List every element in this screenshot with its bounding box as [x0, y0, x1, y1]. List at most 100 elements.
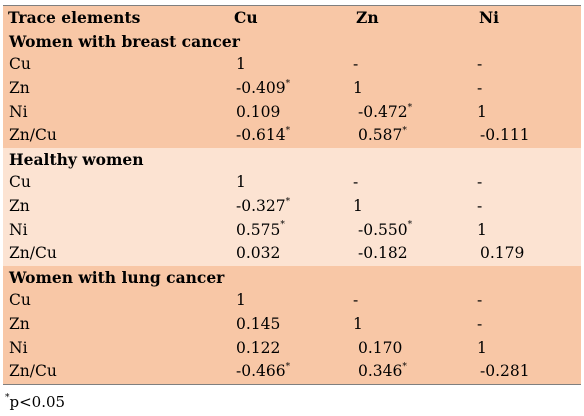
significance-mark: *: [285, 126, 291, 137]
cell-v1: 1: [230, 289, 350, 313]
cell-v1: 0.122: [230, 336, 350, 360]
table-header-row: Trace elements Cu Zn Ni: [3, 5, 581, 30]
row-label: Zn: [3, 194, 230, 219]
significance-mark: *: [407, 102, 413, 113]
cell-value: -0.550: [358, 220, 408, 239]
significance-mark: *: [407, 220, 413, 231]
table-body: Women with breast cancer Cu 1- - Zn -0.409* 1-…: [3, 29, 581, 384]
cell-v3: -: [473, 312, 581, 337]
cell-value: 1: [353, 315, 363, 334]
footnote: *p<0.05: [5, 392, 65, 412]
row-label: Cu: [3, 53, 230, 77]
footnote-text: p<0.05: [9, 393, 66, 411]
row-label: Zn: [3, 312, 230, 337]
cell-v1: -0.466*: [230, 359, 350, 384]
cell-v2: 1: [350, 312, 473, 337]
cell-v1: 0.032: [230, 241, 350, 266]
cell-value: -0.409: [236, 79, 286, 98]
table-row: Ni 0.575* -0.550* 1: [3, 218, 581, 242]
cell-v2: 1: [350, 194, 473, 219]
cell-v3: -: [473, 171, 581, 195]
cell-v3: 1: [473, 218, 581, 242]
cell-value: 1: [236, 291, 246, 310]
header-trace-elements: Trace elements: [3, 5, 230, 30]
cell-value: 0.587: [358, 126, 403, 145]
cell-value: 0.346: [358, 362, 403, 381]
table-row: Zn/Cu -0.466* 0.346* -0.281: [3, 359, 581, 384]
cell-value: -0.111: [480, 126, 530, 145]
row-label: Cu: [3, 289, 230, 313]
cell-v3: -: [473, 194, 581, 219]
cell-value: -: [477, 197, 483, 216]
cell-value: 1: [477, 220, 487, 239]
cell-v1: 1: [230, 171, 350, 195]
table-row: Cu 1 - -: [3, 289, 581, 313]
row-label: Ni: [3, 218, 230, 242]
cell-value: -0.281: [480, 362, 530, 381]
cell-value: 0.032: [236, 244, 281, 263]
group-header-row: Healthy women: [3, 147, 581, 172]
significance-mark: *: [402, 126, 407, 137]
header-ni: Ni: [473, 5, 581, 30]
cell-v2: -: [350, 53, 473, 77]
cell-value: -: [477, 79, 483, 98]
row-label: Zn/Cu: [3, 359, 230, 384]
cell-value: -: [477, 173, 483, 192]
cell-value: 1: [477, 102, 487, 121]
cell-v2: 0.346*: [350, 359, 473, 384]
cell-v2: 0.170: [350, 336, 473, 360]
cell-value: -0.182: [358, 244, 408, 263]
row-label: Zn/Cu: [3, 123, 230, 148]
cell-value: -0.466: [236, 362, 286, 381]
cell-v1: -0.614*: [230, 123, 350, 148]
cell-v1: -0.409*: [230, 76, 350, 101]
group-header-row: Women with breast cancer: [3, 29, 581, 54]
row-label: Ni: [3, 336, 230, 360]
cell-value: 0.179: [480, 244, 525, 263]
cell-v3: 1: [473, 336, 581, 360]
table-row: Cu 1 - -: [3, 53, 581, 77]
group-header-row: Women with lung cancer: [3, 265, 581, 290]
significance-mark: *: [285, 362, 291, 373]
cell-value: 0.575: [236, 220, 281, 239]
cell-v1: 0.575*: [230, 218, 350, 242]
cell-value: -: [353, 55, 359, 74]
cell-v3: -0.281: [473, 359, 581, 384]
header-cu: Cu: [230, 5, 350, 30]
cell-value: 1: [353, 79, 363, 98]
row-label: Cu: [3, 171, 230, 195]
cell-v3: -: [473, 53, 581, 77]
cell-value: 1: [236, 173, 246, 192]
cell-value: -: [353, 291, 359, 310]
cell-v3: 1: [473, 100, 581, 124]
row-label: Zn/Cu: [3, 241, 230, 266]
group-title: Healthy women: [3, 147, 581, 172]
group-title: Women with lung cancer: [3, 265, 581, 290]
cell-value: -0.327: [236, 197, 286, 216]
table-row: Zn/Cu -0.614* 0.587* -0.111: [3, 123, 581, 148]
table-row: Ni 0.122 0.170 1: [3, 336, 581, 360]
significance-mark: *: [285, 196, 291, 207]
cell-value: 0.170: [358, 338, 403, 357]
cell-v2: -: [350, 171, 473, 195]
cell-v1: 0.109: [230, 100, 350, 124]
significance-mark: *: [285, 78, 291, 89]
cell-value: 1: [477, 338, 487, 357]
cell-v3: -: [473, 289, 581, 313]
cell-v2: 0.587*: [350, 123, 473, 148]
cell-value: 1: [236, 55, 246, 74]
cell-v2: -0.472*: [350, 100, 473, 124]
cell-v3: 0.179: [473, 241, 581, 266]
cell-v2: -0.550*: [350, 218, 473, 242]
table-row: Ni 0.109 -0.472* 1: [3, 100, 581, 124]
cell-v1: 1: [230, 53, 350, 77]
cell-v3: -: [473, 76, 581, 101]
table-row: Cu 1 - -: [3, 171, 581, 195]
correlation-table: Trace elements Cu Zn Ni Women with breas…: [3, 5, 581, 385]
table-row: Zn 0.145 1 -: [3, 312, 581, 337]
table-row: Zn -0.409* 1-: [3, 76, 581, 101]
cell-v3: -0.111: [473, 123, 581, 148]
cell-value: -: [477, 315, 483, 334]
cell-value: -0.614: [236, 126, 286, 145]
